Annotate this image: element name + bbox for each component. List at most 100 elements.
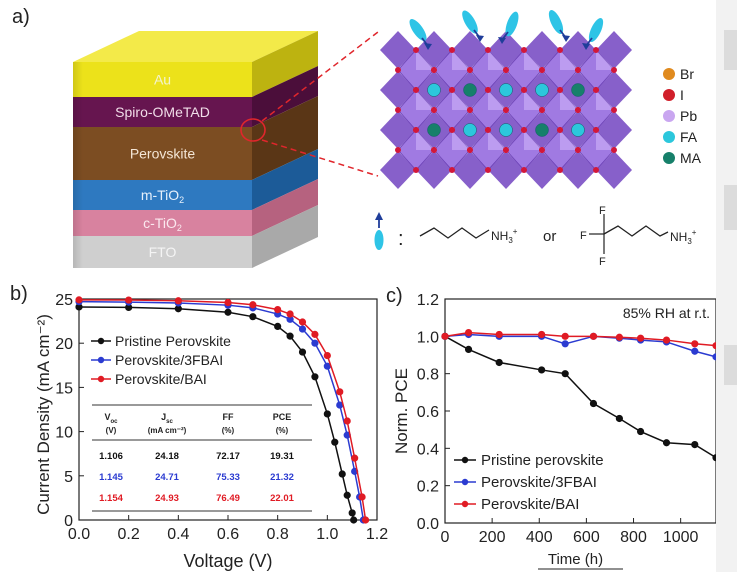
iodide-atom [521, 127, 527, 133]
stability-point [691, 340, 699, 348]
jv-ytick-label: 0 [64, 513, 73, 530]
spacer-symbol [374, 230, 384, 250]
jv-point [298, 318, 307, 326]
jv-chart: 0.0 0.2 0.4 0.6 0.8 1.0 1.2 0 5 10 15 20 25 Voltage (… [34, 292, 388, 571]
legend-label-fa: FA [680, 129, 698, 145]
iodide-atom [395, 107, 401, 113]
stability-point [495, 330, 503, 339]
stability-point [464, 345, 473, 354]
table-header-unit: (mA cm⁻²) [148, 426, 187, 435]
stability-xtick-label: 1000 [663, 529, 699, 546]
iodide-atom [539, 147, 545, 153]
stability-point [441, 332, 449, 340]
atom-legend: Br I Pb FA MA [663, 66, 702, 166]
stability-xtick-label: 400 [526, 529, 553, 546]
legend-label-ma: MA [680, 150, 702, 166]
jv-legend-marker [97, 375, 105, 383]
iodide-atom [611, 67, 617, 73]
device-layer-stack: Au Spiro-OMeTAD Perovskite m-TiO2 c-TiO2 FTO [73, 31, 318, 268]
jv-point [286, 332, 294, 340]
iodide-atom [575, 147, 581, 153]
fa-cation [427, 83, 441, 97]
ma-cation [535, 123, 549, 137]
stability-point [662, 439, 671, 447]
table-cell: 22.01 [270, 493, 294, 504]
spacer-molecule [588, 18, 604, 42]
iodide-atom [449, 87, 455, 93]
jv-y-axis-label: Current Density (mA cm⁻²) [34, 314, 53, 515]
jv-point [125, 296, 133, 304]
iodide-atom [485, 127, 491, 133]
iodide-atom [611, 107, 617, 113]
jv-xtick-label: 0.8 [267, 526, 289, 543]
fluorine-left: F [580, 230, 587, 242]
iodide-atom [395, 147, 401, 153]
layer-side-face [252, 205, 318, 268]
jv-point [75, 296, 83, 304]
stability-ytick-label: 1.0 [417, 329, 439, 346]
table-header: FF [223, 412, 234, 422]
iodide-atom [593, 87, 599, 93]
layer-side-face [252, 31, 318, 97]
jv-point [224, 308, 232, 316]
iodide-atom [557, 167, 563, 173]
layer-label: Perovskite [130, 146, 196, 162]
table-header-unit: (%) [222, 426, 235, 435]
iodide-atom [449, 127, 455, 133]
fluorine-bottom: F [599, 256, 606, 268]
stability-point [538, 330, 546, 339]
stability-point [615, 414, 623, 423]
stability-point [636, 334, 645, 342]
iodide-atom [593, 127, 599, 133]
panel-c-letter: c) [386, 285, 403, 307]
legend-label-i: I [680, 87, 684, 103]
stability-chart: 0 200 400 600 800 1000 0.0 0.2 0.4 0.6 0.8 1.0 1.2 Ti… [392, 292, 718, 570]
layer-label: m-TiO2 [141, 187, 184, 205]
layer-c-tio2 [73, 210, 252, 236]
ma-cation [463, 83, 477, 97]
legend-label-br: Br [680, 66, 694, 82]
jv-ytick-label: 15 [55, 380, 73, 397]
table-header: Voc [104, 412, 118, 425]
layer-perovskite [73, 127, 252, 180]
table-cell: 75.33 [216, 472, 240, 483]
jv-point [358, 493, 366, 501]
jv-xtick-label: 0.2 [118, 526, 140, 543]
jv-point [338, 470, 346, 478]
iodide-atom [575, 67, 581, 73]
stability-xtick-label: 200 [479, 529, 506, 546]
fa-cation [499, 83, 513, 97]
stability-legend-marker [461, 478, 469, 486]
table-cell: 24.71 [155, 472, 179, 483]
stability-point [615, 333, 623, 341]
jv-point [311, 339, 319, 347]
panel-b-letter: b) [10, 283, 28, 305]
bai-ammonium: NH3+ [491, 227, 518, 245]
iodide-atom [557, 87, 563, 93]
stability-legend-marker [461, 456, 469, 464]
layer-au [73, 62, 252, 97]
iodide-atom [503, 67, 509, 73]
table-cell: 24.93 [155, 493, 179, 504]
iodide-atom [449, 47, 455, 53]
table-cell: 1.145 [99, 472, 123, 483]
ma-cation [427, 123, 441, 137]
jv-point [351, 454, 359, 462]
iodide-atom [521, 87, 527, 93]
jv-parameter-table: Voc(V) Jsc(mA cm⁻²) FF (%) PCE (%) 1.106 24.18 7… [92, 404, 312, 512]
stability-point [636, 427, 645, 436]
jv-point [298, 348, 307, 356]
stability-xtick-label: 600 [573, 529, 600, 546]
perovskite-crystal-structure [380, 10, 632, 189]
table-header: Jsc [161, 412, 173, 425]
layer-label: c-TiO2 [143, 215, 182, 233]
iodide-atom [485, 47, 491, 53]
stability-xtick-label: 800 [620, 529, 647, 546]
table-cell: 19.31 [270, 451, 294, 462]
spacer-molecule [462, 10, 478, 34]
jv-ytick-label: 10 [55, 425, 73, 442]
iodide-atom [539, 107, 545, 113]
jv-point [323, 410, 331, 418]
jv-point [286, 310, 294, 318]
jv-point [274, 322, 282, 331]
